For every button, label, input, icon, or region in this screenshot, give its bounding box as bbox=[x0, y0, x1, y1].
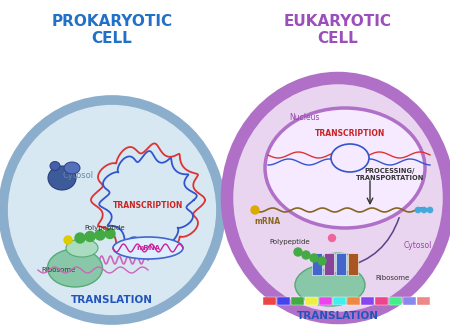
Ellipse shape bbox=[331, 144, 369, 172]
Circle shape bbox=[310, 254, 318, 262]
Bar bbox=[291, 297, 304, 305]
Bar bbox=[263, 297, 276, 305]
Ellipse shape bbox=[113, 237, 183, 259]
Ellipse shape bbox=[265, 108, 425, 228]
Text: TRANSCRIPTION: TRANSCRIPTION bbox=[113, 201, 183, 209]
Circle shape bbox=[421, 207, 427, 213]
Ellipse shape bbox=[64, 162, 80, 174]
Bar bbox=[305, 297, 318, 305]
Bar bbox=[312, 253, 322, 275]
Text: Cytosol: Cytosol bbox=[63, 171, 94, 180]
Bar bbox=[417, 297, 430, 305]
Bar bbox=[336, 253, 346, 275]
Circle shape bbox=[302, 251, 310, 259]
Text: EUKARYOTIC
CELL: EUKARYOTIC CELL bbox=[284, 14, 392, 46]
Text: Polypeptide: Polypeptide bbox=[270, 239, 310, 245]
Circle shape bbox=[75, 233, 85, 243]
Ellipse shape bbox=[66, 239, 98, 257]
Bar bbox=[277, 297, 290, 305]
Bar bbox=[403, 297, 416, 305]
Text: Ribosome: Ribosome bbox=[375, 275, 409, 281]
Bar bbox=[361, 297, 374, 305]
Ellipse shape bbox=[50, 161, 60, 171]
Text: mRNA: mRNA bbox=[136, 245, 160, 251]
Ellipse shape bbox=[227, 78, 449, 318]
Bar bbox=[347, 297, 360, 305]
Circle shape bbox=[427, 207, 433, 213]
Circle shape bbox=[85, 231, 95, 242]
Text: mRNA: mRNA bbox=[254, 217, 280, 226]
Circle shape bbox=[318, 257, 326, 265]
Bar bbox=[319, 297, 332, 305]
Ellipse shape bbox=[48, 249, 103, 287]
Text: Cytosol: Cytosol bbox=[404, 241, 432, 250]
Ellipse shape bbox=[318, 253, 358, 273]
Circle shape bbox=[328, 234, 336, 242]
Text: Polypeptide: Polypeptide bbox=[85, 225, 125, 231]
Ellipse shape bbox=[3, 100, 221, 320]
Bar bbox=[375, 297, 388, 305]
Circle shape bbox=[415, 207, 421, 213]
Text: Ribosome: Ribosome bbox=[41, 267, 75, 273]
Bar bbox=[348, 253, 358, 275]
Text: TRANSLATION: TRANSLATION bbox=[71, 295, 153, 305]
Bar bbox=[389, 297, 402, 305]
Circle shape bbox=[95, 230, 105, 240]
Text: TRANSCRIPTION: TRANSCRIPTION bbox=[315, 129, 385, 137]
Circle shape bbox=[294, 248, 302, 256]
Circle shape bbox=[105, 228, 115, 239]
Text: TRANSLATION: TRANSLATION bbox=[297, 311, 379, 321]
Ellipse shape bbox=[295, 264, 365, 306]
Ellipse shape bbox=[48, 166, 76, 190]
Circle shape bbox=[64, 236, 72, 244]
Bar bbox=[324, 253, 334, 275]
Text: PROCESSING/
TRANSPORTATION: PROCESSING/ TRANSPORTATION bbox=[356, 169, 424, 182]
Text: PROKARYOTIC
CELL: PROKARYOTIC CELL bbox=[51, 14, 172, 46]
Text: Nucleus: Nucleus bbox=[290, 113, 320, 122]
Bar bbox=[333, 297, 346, 305]
Circle shape bbox=[251, 206, 259, 214]
